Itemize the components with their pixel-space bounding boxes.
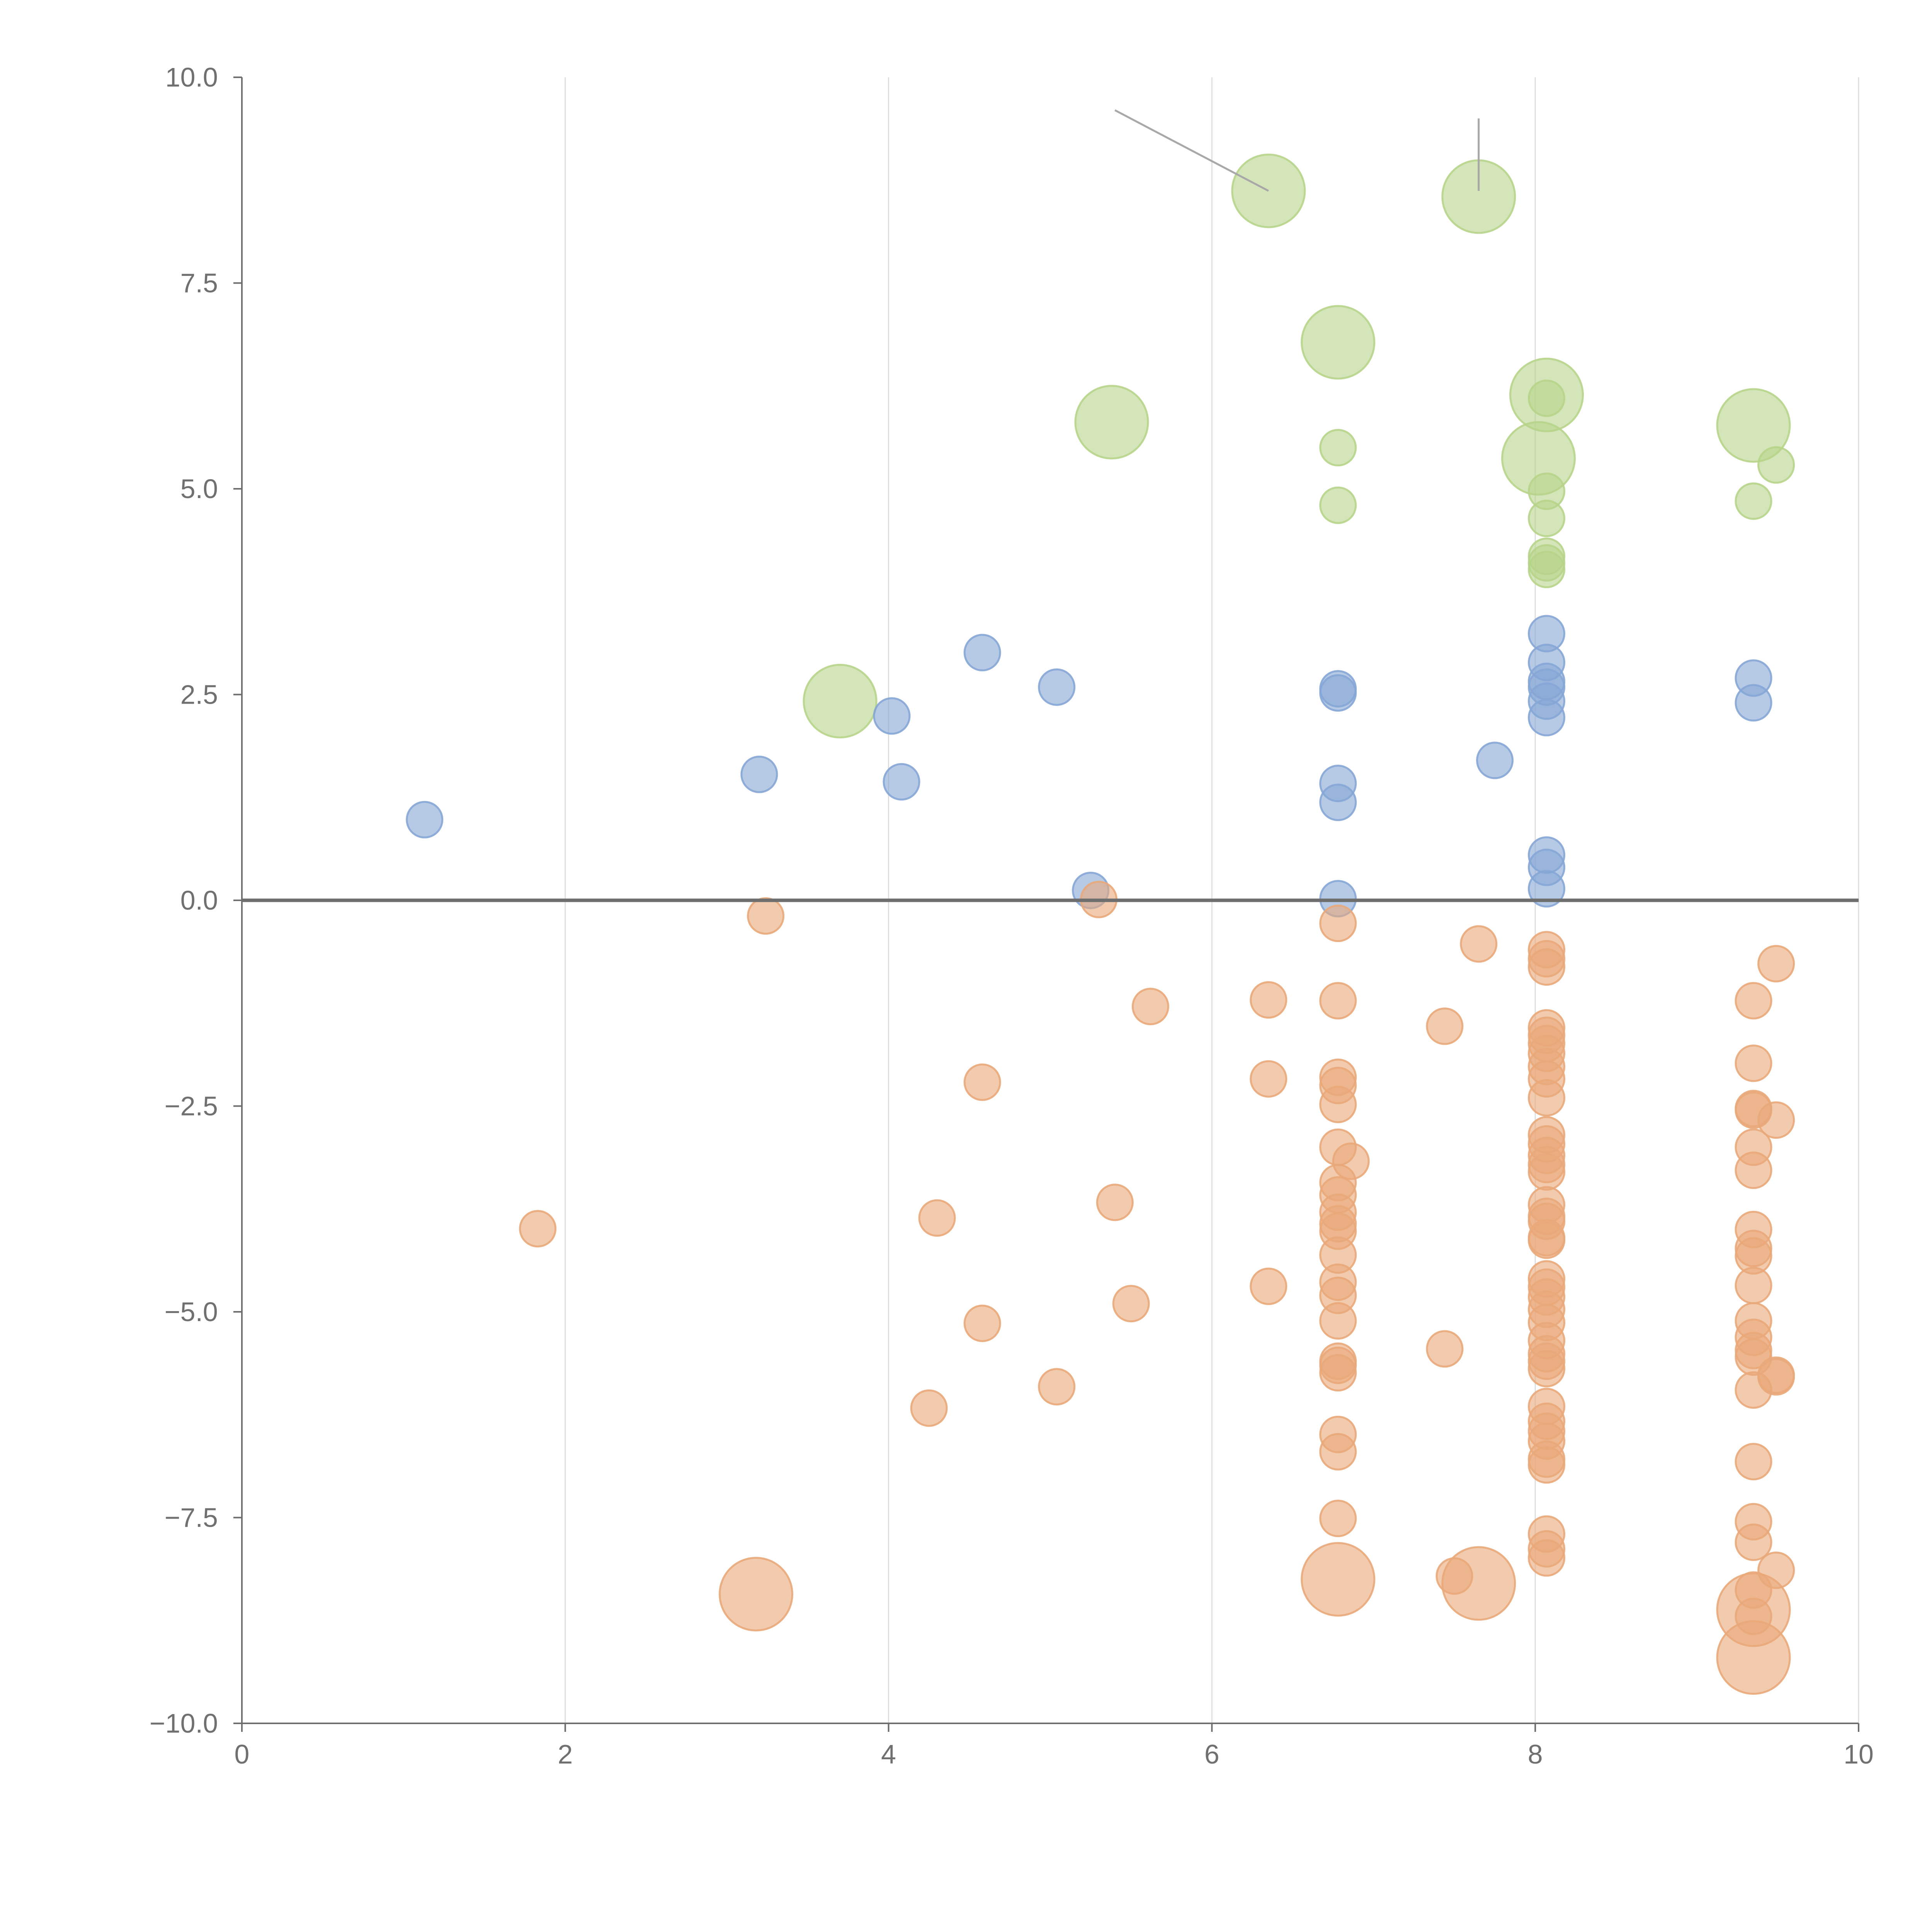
y-tick-label: −2.5 <box>165 1091 218 1121</box>
orange-point <box>963 1063 1001 1101</box>
orange-point <box>1735 1044 1772 1082</box>
y-tick-label: −10.0 <box>150 1708 218 1738</box>
orange-point <box>719 1557 794 1632</box>
orange-point <box>1735 1267 1772 1304</box>
x-axis-ticks: 0 2 4 6 8 10 <box>235 1723 1874 1769</box>
orange-point <box>1319 1085 1357 1123</box>
y-tick-label: 10.0 <box>165 62 218 92</box>
blue-point <box>1319 674 1357 712</box>
orange-point <box>1527 1079 1565 1117</box>
y-tick-label: −5.0 <box>165 1297 218 1327</box>
orange-point <box>1735 1151 1772 1189</box>
orange-point <box>1250 981 1287 1019</box>
blue-point <box>963 634 1001 672</box>
x-tick-label: 8 <box>1528 1739 1543 1769</box>
orange-point <box>1757 1551 1795 1589</box>
y-tick-label: 0.0 <box>180 885 218 915</box>
orange-point <box>1426 1007 1464 1045</box>
orange-point <box>1441 1546 1516 1621</box>
blue-point <box>406 801 444 838</box>
orange-point <box>1426 1330 1464 1368</box>
green-point <box>1319 486 1357 524</box>
blue-point <box>1527 699 1565 736</box>
orange-point <box>1131 988 1169 1026</box>
blue-point <box>873 697 911 735</box>
y-tick-label: 2.5 <box>180 680 218 710</box>
orange-point <box>1527 1539 1565 1577</box>
green-point <box>1735 482 1772 520</box>
orange-point <box>1112 1285 1150 1323</box>
orange-point <box>1096 1184 1134 1221</box>
orange-point <box>1716 1620 1791 1695</box>
y-tick-label: −7.5 <box>165 1503 218 1533</box>
orange-point <box>910 1389 948 1427</box>
green-point <box>1074 384 1149 459</box>
orange-point <box>1038 1368 1076 1406</box>
orange-point <box>1250 1060 1287 1098</box>
blue-point <box>883 763 920 801</box>
blue-point <box>1476 742 1514 779</box>
blue-point <box>1038 668 1076 706</box>
x-tick-label: 4 <box>881 1739 896 1769</box>
y-tick-label: 7.5 <box>180 268 218 298</box>
orange-point <box>1735 1443 1772 1481</box>
green-point <box>1527 551 1565 588</box>
orange-point <box>1319 1354 1357 1392</box>
orange-point <box>1250 1267 1287 1305</box>
blue-point <box>1319 784 1357 821</box>
x-tick-label: 6 <box>1204 1739 1219 1769</box>
orange-point <box>1319 1433 1357 1471</box>
x-tick-label: 2 <box>558 1739 573 1769</box>
blue-point <box>1735 684 1772 722</box>
orange-point <box>1757 1101 1795 1139</box>
orange-point <box>963 1304 1001 1342</box>
blue-point <box>1527 870 1565 908</box>
orange-point <box>1319 982 1357 1020</box>
orange-point <box>1332 1142 1370 1180</box>
orange-point <box>918 1199 956 1237</box>
orange-point <box>1735 982 1772 1020</box>
data-points <box>406 153 1795 1695</box>
orange-point <box>1527 1153 1565 1191</box>
orange-point <box>1757 1358 1795 1396</box>
orange-point <box>1527 948 1565 986</box>
orange-point <box>1527 1350 1565 1388</box>
orange-point <box>1460 925 1498 963</box>
orange-point <box>1735 1523 1772 1561</box>
green-point <box>1527 500 1565 537</box>
annotation-leader-line <box>1114 109 1269 192</box>
green-point <box>1757 446 1795 484</box>
x-tick-label: 10 <box>1844 1739 1874 1769</box>
orange-point <box>1319 1500 1357 1537</box>
orange-point <box>1319 1302 1357 1340</box>
green-point <box>1716 388 1791 463</box>
green-point <box>1527 379 1565 417</box>
annotation-leaders <box>1114 109 1480 192</box>
orange-point <box>747 897 785 935</box>
y-tick-label: 5.0 <box>180 474 218 504</box>
orange-point <box>1319 905 1357 942</box>
green-point <box>1319 429 1357 466</box>
blue-point <box>740 755 778 793</box>
y-axis-ticks: 10.0 7.5 5.0 2.5 0.0 −2.5 −5.0 −7.5 −10.0 <box>150 62 242 1738</box>
orange-point <box>1527 1221 1565 1259</box>
orange-point <box>1757 945 1795 983</box>
green-point <box>1301 305 1376 380</box>
x-tick-label: 0 <box>235 1739 250 1769</box>
orange-point <box>519 1210 557 1248</box>
orange-point <box>1301 1542 1376 1617</box>
orange-point <box>1527 1446 1565 1484</box>
green-point <box>803 664 878 739</box>
